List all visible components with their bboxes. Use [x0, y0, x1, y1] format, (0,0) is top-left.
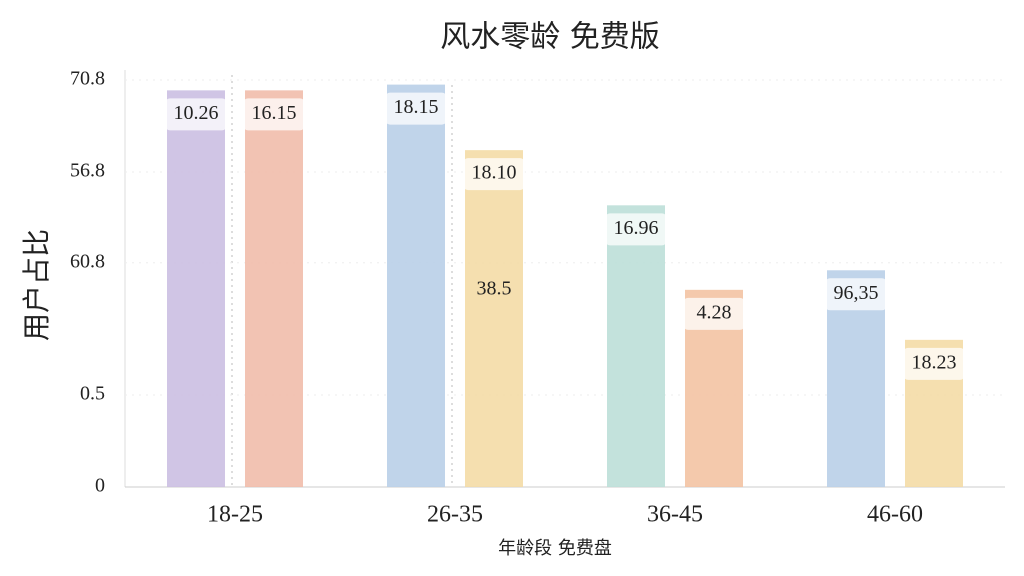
x-tick-label: 36-45: [647, 502, 703, 528]
label-box: [605, 213, 667, 246]
bar: [607, 205, 665, 487]
label-box: [385, 92, 447, 125]
y-tick-label: 56.8: [70, 160, 105, 182]
annotation: 38.5: [477, 278, 512, 300]
label-box: [463, 158, 525, 191]
value-label: 96,35: [834, 282, 879, 304]
y-tick-label: 70.8: [70, 68, 105, 90]
value-label: 18.15: [394, 96, 439, 118]
value-label: 18.23: [912, 351, 957, 373]
chart-title: 风水零龄 免费版: [440, 20, 660, 55]
label-box: [903, 347, 965, 380]
label-box: [683, 297, 745, 330]
bar: [465, 150, 523, 488]
value-label: 18.10: [472, 162, 517, 184]
y-tick-label: 0: [95, 475, 105, 497]
y-tick-label: 60.8: [70, 250, 105, 272]
x-axis-label: 年龄段 免费盘: [498, 538, 612, 559]
value-label: 16.15: [252, 102, 297, 124]
value-label: 10.26: [174, 102, 219, 124]
value-label: 4.28: [697, 301, 732, 323]
bar: [167, 90, 225, 487]
x-tick-label: 26-35: [427, 502, 483, 528]
x-tick-label: 46-60: [867, 502, 923, 528]
label-box: [165, 98, 227, 131]
bar: [245, 90, 303, 487]
bar: [387, 84, 445, 487]
y-tick-label: 0.5: [80, 383, 105, 405]
y-axis-label: 用户占比: [20, 229, 53, 341]
label-box: [825, 278, 887, 311]
value-label: 16.96: [614, 217, 659, 239]
x-tick-label: 18-25: [207, 502, 263, 528]
label-box: [243, 98, 305, 131]
